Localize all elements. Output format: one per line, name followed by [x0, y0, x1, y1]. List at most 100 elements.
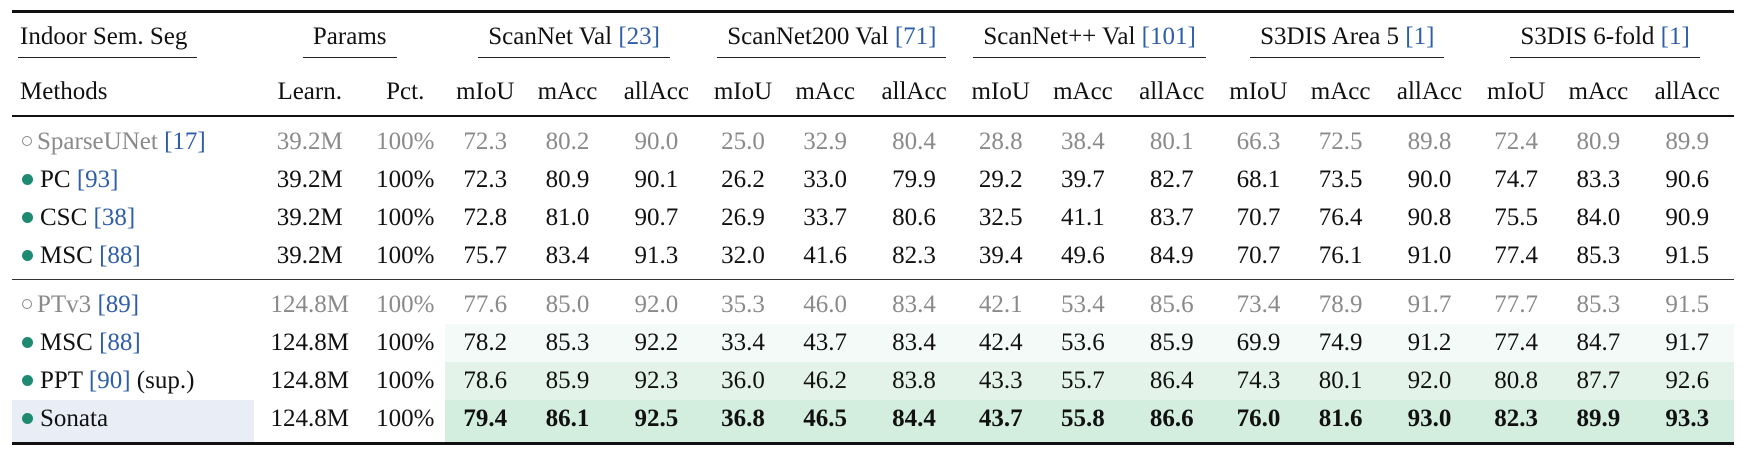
metric-value-cell: 41.1 — [1061, 204, 1105, 231]
method-cell: CSC [38] — [12, 199, 254, 237]
metric-value-cell: 82.7 — [1149, 166, 1194, 193]
metric-value-cell: 86.4 — [1125, 362, 1219, 400]
metric-value-cell: 83.8 — [867, 362, 961, 400]
metric-value-cell: 77.6 — [463, 291, 508, 318]
learn-params-cell: 124.8M — [270, 291, 349, 318]
metric-value-cell: 91.5 — [1665, 291, 1710, 318]
pretrain-dot-icon — [22, 174, 33, 185]
metric-allacc: allAcc — [1654, 77, 1720, 105]
metric-miou: mIoU — [1229, 77, 1288, 105]
metric-allacc: allAcc — [1139, 77, 1205, 105]
metric-value-cell: 78.6 — [445, 362, 526, 400]
method-suffix: (sup.) — [136, 367, 195, 394]
metric-value-cell: 91.3 — [634, 242, 679, 269]
metric-value-cell: 91.7 — [1407, 291, 1452, 318]
metric-value-cell: 74.3 — [1218, 362, 1299, 400]
dataset-cite: [1] — [1660, 23, 1690, 50]
method-cell: SparseUNet [17] — [12, 116, 254, 161]
dataset-name: ScanNet++ Val — [983, 23, 1136, 50]
pct-params-cell: 100% — [376, 242, 435, 269]
metric-value-cell: 90.9 — [1665, 204, 1710, 231]
metric-value-cell: 73.5 — [1318, 166, 1363, 193]
metric-value-cell: 74.7 — [1494, 166, 1539, 193]
metric-value-cell: 70.7 — [1236, 204, 1281, 231]
metric-value-cell: 55.8 — [1040, 400, 1126, 444]
method-name: PC — [40, 166, 71, 193]
metric-value-cell: 66.3 — [1236, 128, 1281, 155]
task-label: Indoor Sem. Seg — [18, 23, 198, 58]
table-row: PC [93] 39.2M 100% 72.3 80.9 90.1 26.2 33.0 79.9… — [12, 161, 1734, 199]
metric-value-cell: 90.0 — [1407, 166, 1452, 193]
metric-value-cell: 82.3 — [892, 242, 936, 269]
methods-label: Methods — [20, 77, 108, 105]
learn-params-cell: 39.2M — [276, 242, 343, 269]
metric-value-cell: 83.4 — [892, 291, 936, 318]
dataset-header-scannet200: ScanNet200 Val [71] — [703, 12, 961, 69]
metric-value-cell: 35.3 — [721, 291, 765, 318]
metric-miou: mIoU — [971, 77, 1030, 105]
metric-value-cell: 43.7 — [960, 400, 1041, 444]
pct-params-cell: 100% — [376, 291, 435, 318]
metric-value-cell: 92.6 — [1640, 362, 1734, 400]
params-header-cell: Params — [254, 12, 445, 69]
results-table-container: Indoor Sem. Seg Params ScanNet Val [23] … — [12, 10, 1734, 445]
metric-value-cell: 28.8 — [978, 128, 1023, 155]
method-name: PTv3 — [37, 291, 92, 318]
metric-value-cell: 33.7 — [803, 204, 848, 231]
table-row: Sonata 124.8M 100% 79.4 86.1 92.5 36.8 46.5 84.4… — [12, 400, 1734, 444]
metric-value-cell: 87.7 — [1556, 362, 1641, 400]
method-cite: [89] — [97, 291, 140, 318]
pct-params-cell: 100% — [376, 166, 435, 193]
metric-value-cell: 82.3 — [1476, 400, 1557, 444]
metric-value-cell: 32.5 — [978, 204, 1023, 231]
header-row-datasets: Indoor Sem. Seg Params ScanNet Val [23] … — [12, 11, 1734, 69]
metric-value-cell: 75.5 — [1494, 204, 1539, 231]
method-name: CSC — [40, 204, 88, 231]
metric-value-cell: 43.7 — [782, 324, 868, 362]
metric-value-cell: 46.2 — [782, 362, 868, 400]
dataset-name: ScanNet Val — [488, 23, 613, 50]
metric-value-cell: 32.0 — [721, 242, 765, 269]
metric-miou: mIoU — [1487, 77, 1546, 105]
metric-value-cell: 90.0 — [634, 128, 679, 155]
metric-macc: mAcc — [537, 77, 598, 105]
method-name: MSC — [40, 242, 93, 269]
pretrain-dot-icon — [22, 375, 33, 386]
learn-params-cell: 39.2M — [276, 128, 343, 155]
baseline-circle-icon — [22, 136, 32, 146]
metric-value-cell: 92.0 — [634, 291, 679, 318]
metric-value-cell: 81.0 — [545, 204, 590, 231]
metric-macc: mAcc — [1310, 77, 1371, 105]
baseline-circle-icon — [22, 299, 32, 309]
metric-value-cell: 46.5 — [782, 400, 868, 444]
metric-value-cell: 86.6 — [1125, 400, 1219, 444]
metric-value-cell: 92.2 — [609, 324, 703, 362]
metric-value-cell: 85.0 — [545, 291, 590, 318]
metric-value-cell: 91.2 — [1382, 324, 1477, 362]
metric-value-cell: 83.4 — [545, 242, 590, 269]
table-row: SparseUNet [17] 39.2M 100% 72.3 80.2 90.0 25.0… — [12, 116, 1734, 161]
task-label-cell: Indoor Sem. Seg — [12, 12, 254, 69]
metric-value-cell: 76.1 — [1318, 242, 1363, 269]
metric-value-cell: 93.3 — [1640, 400, 1734, 444]
learn-col-header: Learn. — [277, 77, 342, 105]
method-name: MSC — [40, 329, 93, 356]
metric-value-cell: 42.1 — [978, 291, 1023, 318]
learn-params-cell: 39.2M — [276, 204, 343, 231]
dataset-name: ScanNet200 Val — [727, 23, 889, 50]
metric-value-cell: 77.7 — [1494, 291, 1539, 318]
table-row: PTv3 [89] 124.8M 100% 77.6 85.0 92.0 35.3 46.0 8… — [12, 279, 1734, 325]
learn-params-cell: 124.8M — [270, 405, 349, 432]
table-row: PPT [90] (sup.) 124.8M 100% 78.6 85.9 92.3 36.… — [12, 362, 1734, 400]
method-name: Sonata — [40, 405, 109, 432]
metric-value-cell: 92.0 — [1382, 362, 1477, 400]
metric-value-cell: 90.7 — [634, 204, 679, 231]
dataset-cite: [23] — [618, 23, 660, 50]
method-cite: [88] — [99, 242, 141, 269]
metric-value-cell: 49.6 — [1061, 242, 1105, 269]
metric-value-cell: 72.3 — [463, 128, 508, 155]
pct-params-cell: 100% — [376, 329, 435, 356]
pretrain-dot-icon — [22, 413, 33, 424]
metric-value-cell: 85.3 — [1576, 291, 1621, 318]
metric-value-cell: 86.1 — [525, 400, 610, 444]
